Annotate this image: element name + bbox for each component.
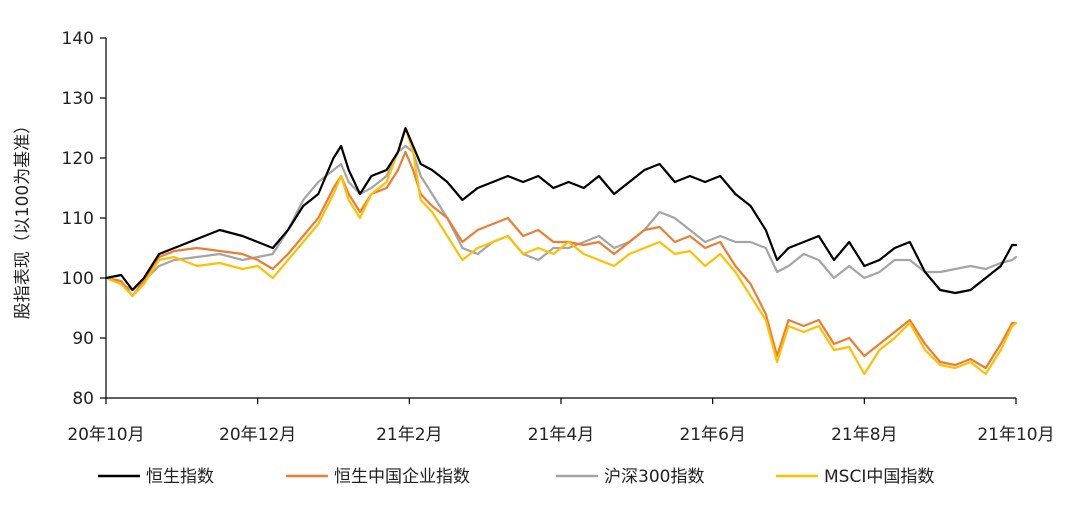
x-tick-label: 21年2月 [376, 425, 442, 445]
legend-label: MSCI中国指数 [824, 467, 934, 487]
y-tick-label: 90 [72, 329, 94, 349]
series-lines [104, 126, 1018, 376]
y-tick-label: 100 [62, 269, 94, 289]
series-line-1 [104, 150, 1018, 370]
legend-label: 恒生指数 [146, 467, 214, 487]
y-tick-label: 140 [62, 29, 94, 49]
x-tick-label: 21年4月 [528, 425, 594, 445]
y-tick-label: 130 [62, 89, 94, 109]
y-tick-label: 80 [72, 389, 94, 409]
x-tick-label: 21年8月 [831, 425, 897, 445]
x-tick-label: 21年10月 [977, 425, 1054, 445]
x-ticks: 20年10月 20年12月 21年2月 21年4月 21年6月 21年8月 21年10月 [67, 398, 1055, 445]
series-line-2 [104, 144, 1018, 292]
y-tick-label: 110 [62, 209, 94, 229]
x-tick-label: 20年10月 [67, 425, 144, 445]
y-axis-title: 股指表现（以100为基准） [13, 117, 33, 319]
series-line-0 [104, 126, 1018, 295]
legend-label: 沪深300指数 [604, 467, 704, 487]
legend-label: 恒生中国企业指数 [334, 467, 470, 487]
y-tick-label: 120 [62, 149, 94, 169]
legend: 恒生指数 恒生中国企业指数 沪深300指数 MSCI中国指数 [98, 467, 934, 487]
x-tick-label: 20年12月 [219, 425, 296, 445]
x-tick-label: 21年6月 [679, 425, 745, 445]
series-line-3 [104, 126, 1018, 376]
y-ticks: 80 90 100 110 120 130 140 [62, 29, 106, 409]
